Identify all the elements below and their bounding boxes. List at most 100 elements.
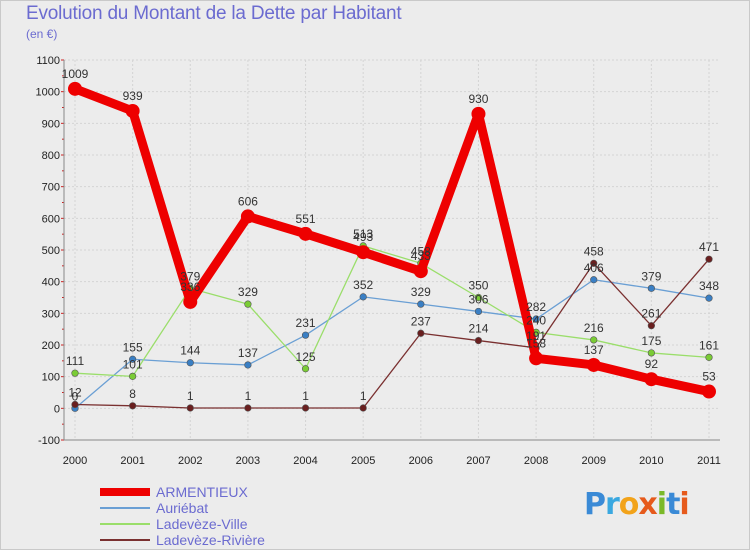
series-point <box>301 365 310 373</box>
legend-item: Ladevèze-Ville <box>100 516 360 532</box>
data-label: 137 <box>238 346 258 360</box>
data-label: 433 <box>411 249 431 263</box>
data-label: 214 <box>468 322 488 336</box>
data-label: 92 <box>645 357 659 371</box>
x-tick-label: 2000 <box>63 455 87 467</box>
series-point <box>244 300 252 308</box>
series-point <box>647 349 655 357</box>
chart-legend: ARMENTIEUX Auriébat Ladevèze-Ville Ladevèze… <box>100 484 360 548</box>
legend-item: Ladevèze-Rivière <box>100 532 360 548</box>
data-label: 352 <box>353 278 373 292</box>
data-label: 125 <box>296 350 316 364</box>
series-point <box>71 400 79 409</box>
series-point <box>590 259 598 267</box>
x-tick-label: 2007 <box>466 455 490 467</box>
data-label: 1 <box>245 389 252 403</box>
data-label: 513 <box>353 227 373 241</box>
data-label: 329 <box>411 285 431 299</box>
legend-item: ARMENTIEUX <box>100 484 360 500</box>
legend-item: Auriébat <box>100 500 360 516</box>
logo-letter: i <box>679 487 689 522</box>
data-label: 939 <box>123 89 143 103</box>
y-tick-label: 900 <box>42 118 60 130</box>
data-label: 606 <box>238 194 258 208</box>
series-point <box>356 245 371 260</box>
series-point <box>129 355 137 363</box>
series-point <box>532 315 540 323</box>
x-tick-label: 2009 <box>581 455 605 467</box>
series-point <box>244 361 252 369</box>
data-label: 458 <box>411 244 431 258</box>
y-tick-label: 1000 <box>36 87 60 99</box>
series-point <box>186 404 194 412</box>
series-line-1 <box>74 279 710 409</box>
y-tick-label: 1100 <box>36 55 60 67</box>
series-point <box>359 293 367 301</box>
x-tick-label: 2010 <box>639 455 663 467</box>
data-label: 1 <box>187 389 194 403</box>
series-point <box>590 276 598 284</box>
proxiti-logo: Proxiti <box>584 487 690 522</box>
series-point <box>647 322 655 330</box>
data-label: 350 <box>468 279 488 293</box>
data-label: 191 <box>526 329 546 343</box>
series-point <box>125 103 140 118</box>
series-point <box>705 294 713 302</box>
series-line-0 <box>70 84 714 397</box>
data-label: 406 <box>584 261 604 275</box>
x-tick-label: 2011 <box>697 455 721 467</box>
series-point <box>129 402 137 410</box>
x-tick-label: 2005 <box>351 455 375 467</box>
data-label: 379 <box>641 269 661 283</box>
data-label: 348 <box>699 279 719 293</box>
data-label: 282 <box>526 300 546 314</box>
data-label: 8 <box>129 387 136 401</box>
logo-letter: x <box>638 487 657 522</box>
data-label: 329 <box>238 285 258 299</box>
data-label: 12 <box>68 386 82 400</box>
data-label: 458 <box>584 244 604 258</box>
y-tick-label: -100 <box>38 435 60 447</box>
y-tick-label: 100 <box>42 372 60 384</box>
data-label: 1 <box>360 389 367 403</box>
series-point <box>705 255 713 263</box>
y-tick-label: 600 <box>42 213 60 225</box>
x-tick-label: 2008 <box>524 455 548 467</box>
series-point <box>705 353 713 361</box>
data-label: 1 <box>302 389 309 403</box>
data-label: 144 <box>180 344 200 358</box>
logo-letter: i <box>656 487 667 522</box>
series-point <box>417 300 425 308</box>
data-label: 53 <box>702 370 716 384</box>
data-label: 471 <box>699 240 719 254</box>
legend-swatch <box>100 523 150 525</box>
y-tick-label: 300 <box>42 308 60 320</box>
y-tick-label: 800 <box>42 150 60 162</box>
data-label: 493 <box>353 230 373 244</box>
data-label: 1009 <box>62 67 89 81</box>
y-tick-label: 400 <box>42 277 60 289</box>
data-label: 261 <box>641 307 661 321</box>
legend-label: Auriébat <box>156 500 209 516</box>
series-point <box>417 329 425 337</box>
series-point <box>301 331 310 339</box>
legend-swatch <box>100 539 150 541</box>
data-label: 237 <box>411 314 431 328</box>
series-point <box>586 357 601 372</box>
data-label: 155 <box>123 340 143 354</box>
x-tick-label: 2001 <box>120 455 144 467</box>
y-tick-label: 0 <box>54 403 60 415</box>
series-point <box>298 226 313 241</box>
data-label: 930 <box>468 92 488 106</box>
series-point <box>359 404 367 412</box>
logo-letter: P <box>584 487 606 522</box>
data-label: 175 <box>641 334 661 348</box>
legend-label: Ladevèze-Ville <box>156 516 248 532</box>
series-point <box>186 359 194 367</box>
legend-swatch <box>100 507 150 509</box>
legend-label: Ladevèze-Rivière <box>156 532 265 548</box>
series-point <box>68 81 82 96</box>
logo-letter: r <box>605 487 620 522</box>
legend-swatch <box>100 488 150 496</box>
series-point <box>702 384 716 399</box>
